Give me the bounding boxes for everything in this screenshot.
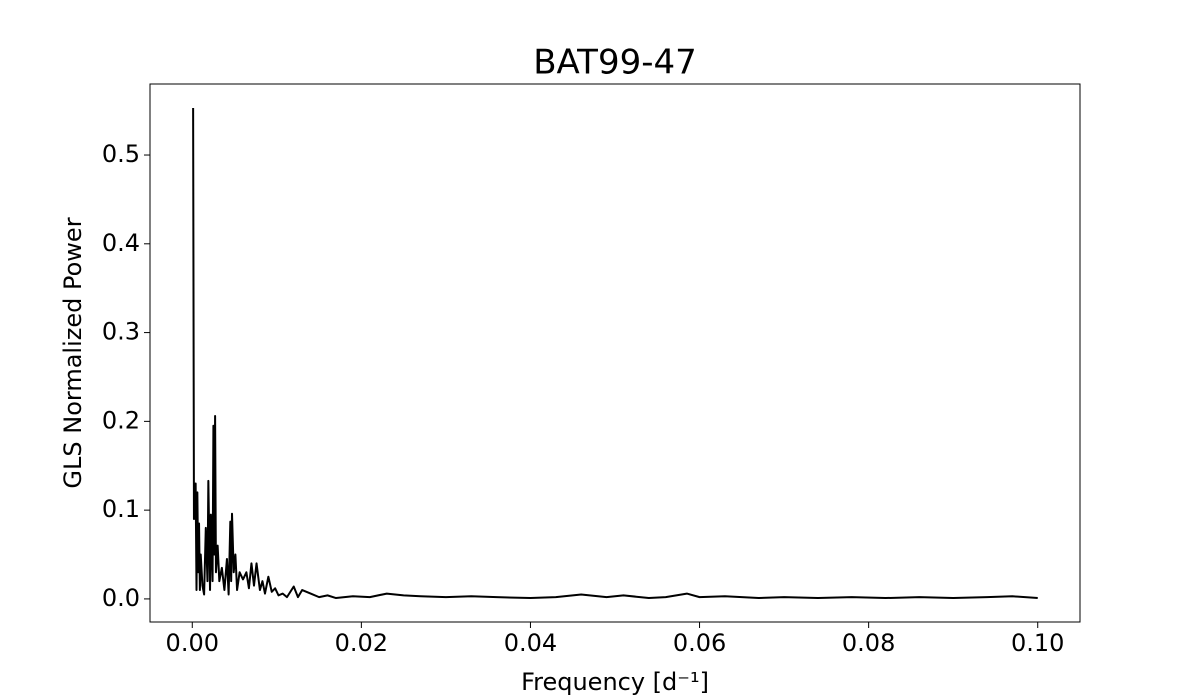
x-tick-label: 0.06 xyxy=(673,629,726,657)
plot-frame xyxy=(149,83,1081,623)
y-tick-label: 0.3 xyxy=(102,318,140,346)
x-tick-label: 0.00 xyxy=(166,629,219,657)
x-tick-label: 0.02 xyxy=(335,629,388,657)
y-tick-label: 0.4 xyxy=(102,229,140,257)
chart-title: BAT99-47 xyxy=(533,43,697,83)
x-tick-label: 0.08 xyxy=(842,629,895,657)
x-tick-label: 0.10 xyxy=(1011,629,1064,657)
y-tick-label: 0.0 xyxy=(102,584,140,612)
y-tick-label: 0.1 xyxy=(102,495,140,523)
y-tick-label: 0.2 xyxy=(102,406,140,434)
y-axis-label: GLS Normalized Power xyxy=(59,217,87,488)
x-tick-label: 0.04 xyxy=(504,629,557,657)
power-line xyxy=(192,107,1038,600)
x-axis-label: Frequency [d⁻¹] xyxy=(521,668,709,696)
y-tick-label: 0.5 xyxy=(102,140,140,168)
